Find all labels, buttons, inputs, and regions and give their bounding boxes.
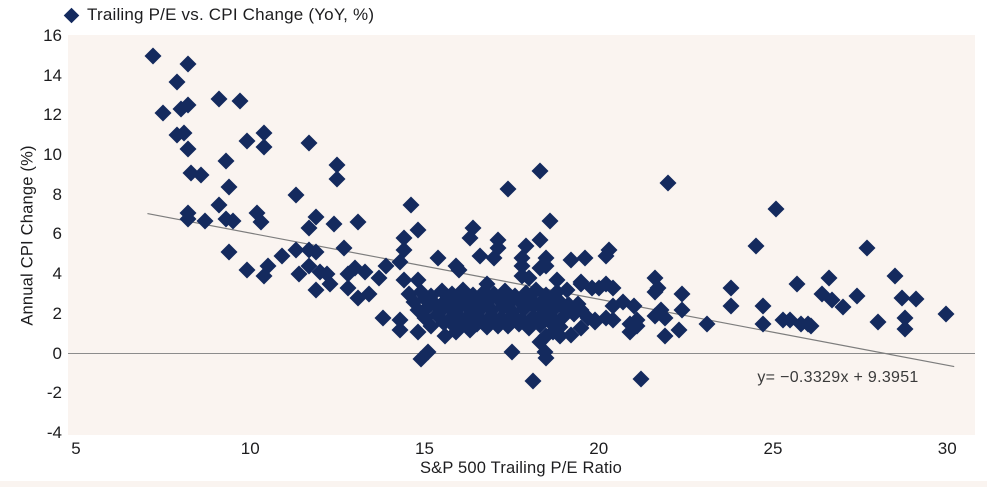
y-tick-label: 8 bbox=[52, 184, 62, 204]
y-tick-label: 2 bbox=[52, 303, 62, 323]
x-tick-label: 20 bbox=[589, 439, 609, 458]
y-tick-label: -2 bbox=[46, 383, 62, 403]
x-axis-title: S&P 500 Trailing P/E Ratio bbox=[419, 459, 623, 477]
y-tick-label: 14 bbox=[43, 65, 62, 85]
legend-label: Trailing P/E vs. CPI Change (YoY, %) bbox=[87, 5, 375, 24]
x-tick-label: 25 bbox=[763, 439, 783, 458]
y-tick-label: 0 bbox=[52, 343, 62, 363]
bottom-accent-strip bbox=[0, 481, 987, 487]
y-tick-label: 12 bbox=[43, 105, 62, 125]
x-tick-label: 30 bbox=[937, 439, 957, 458]
y-tick-label: 4 bbox=[52, 264, 62, 284]
x-tick-label: 15 bbox=[415, 439, 434, 458]
y-tick-label: -4 bbox=[46, 422, 62, 442]
y-tick-label: 16 bbox=[43, 25, 62, 45]
x-tick-label: 5 bbox=[71, 439, 81, 458]
trendline-equation: y= −0.3329x + 9.3951 bbox=[757, 369, 919, 386]
x-tick-label: 10 bbox=[240, 439, 260, 458]
chart-legend: Trailing P/E vs. CPI Change (YoY, %) bbox=[63, 2, 375, 28]
y-axis-title: Annual CPI Change (%) bbox=[18, 145, 37, 326]
y-tick-label: 6 bbox=[52, 224, 62, 244]
y-tick-label: 10 bbox=[43, 145, 62, 164]
